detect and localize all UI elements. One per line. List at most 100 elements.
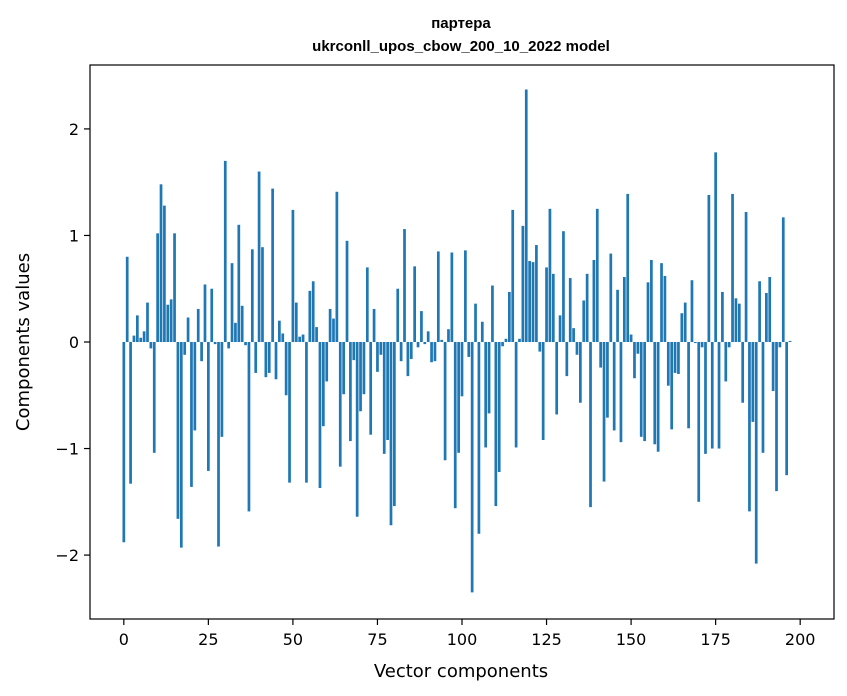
bar [163,205,166,342]
bar [315,327,318,342]
bar [274,342,278,380]
bar [704,342,707,454]
bar [169,299,173,342]
bar [572,328,575,342]
bar [731,193,734,342]
y-tick-label: −2 [55,546,79,565]
bar [697,342,701,502]
bar [186,317,190,342]
x-tick-label: 75 [367,630,387,649]
bar [464,250,467,342]
bar [565,342,569,377]
bar [484,342,488,448]
bar [494,342,498,507]
bar [393,342,396,507]
bar [335,191,339,342]
bar [234,322,237,342]
x-tick-label: 100 [447,630,478,649]
bar [656,342,660,452]
bar [433,342,437,362]
bar [717,342,721,449]
bar [775,342,778,492]
bar [751,342,755,422]
bar [321,342,325,427]
bar [240,305,244,342]
x-tick-label: 0 [119,630,129,649]
bar [521,225,525,342]
bar [132,335,136,342]
bar [737,303,741,342]
bar [487,342,491,414]
bar [457,342,460,453]
bar [450,252,454,342]
bar [744,212,748,342]
bar [771,342,775,392]
bar [589,342,592,508]
bar [406,342,410,377]
bar [531,262,535,342]
bar [426,331,430,342]
bar [223,160,227,342]
bar [602,342,606,482]
bar [207,342,210,471]
bar [409,342,413,360]
bar [149,342,153,349]
bar [230,263,234,342]
bar [595,208,599,342]
bar [477,342,481,534]
bar [670,342,674,430]
bar [460,342,464,397]
bar [551,273,555,342]
bar [643,342,646,442]
bar [781,217,785,342]
chart-title-line2: ukrconll_upos_cbow_200_10_2022 model [312,38,610,55]
bar [436,251,440,342]
bar [288,342,291,483]
bar [768,277,772,342]
bar [788,340,792,342]
bar [179,342,183,548]
bar [403,229,406,342]
bar [183,342,187,355]
bar [633,342,636,379]
bar [646,282,650,342]
bar [650,259,653,342]
bar-series [122,89,792,593]
bar [538,342,542,352]
bar [741,342,745,403]
bar [386,342,389,441]
bar [470,342,474,593]
bar [616,289,619,342]
bar [257,171,261,342]
x-tick-label: 25 [198,630,218,649]
bar [606,342,609,418]
bar [443,342,447,461]
bar [342,342,345,395]
bar [318,342,322,488]
bar [254,342,258,373]
bar [592,259,596,342]
bar [379,342,383,355]
bar [416,342,420,348]
bar [382,342,386,454]
x-tick-label: 150 [616,630,647,649]
bar [372,308,376,342]
bar [220,342,224,437]
bar [440,339,444,342]
bar [693,342,697,344]
bar [528,261,531,342]
bar [582,300,586,342]
bar [663,275,667,342]
bar [311,281,315,342]
bar [420,311,423,342]
bar [501,342,504,347]
bar [447,329,450,342]
bar [504,338,508,342]
bar [653,342,657,445]
x-tick-label: 200 [785,630,816,649]
bar [135,315,139,342]
y-tick-label: 2 [69,120,79,139]
bar [200,342,203,362]
bar [264,342,268,378]
